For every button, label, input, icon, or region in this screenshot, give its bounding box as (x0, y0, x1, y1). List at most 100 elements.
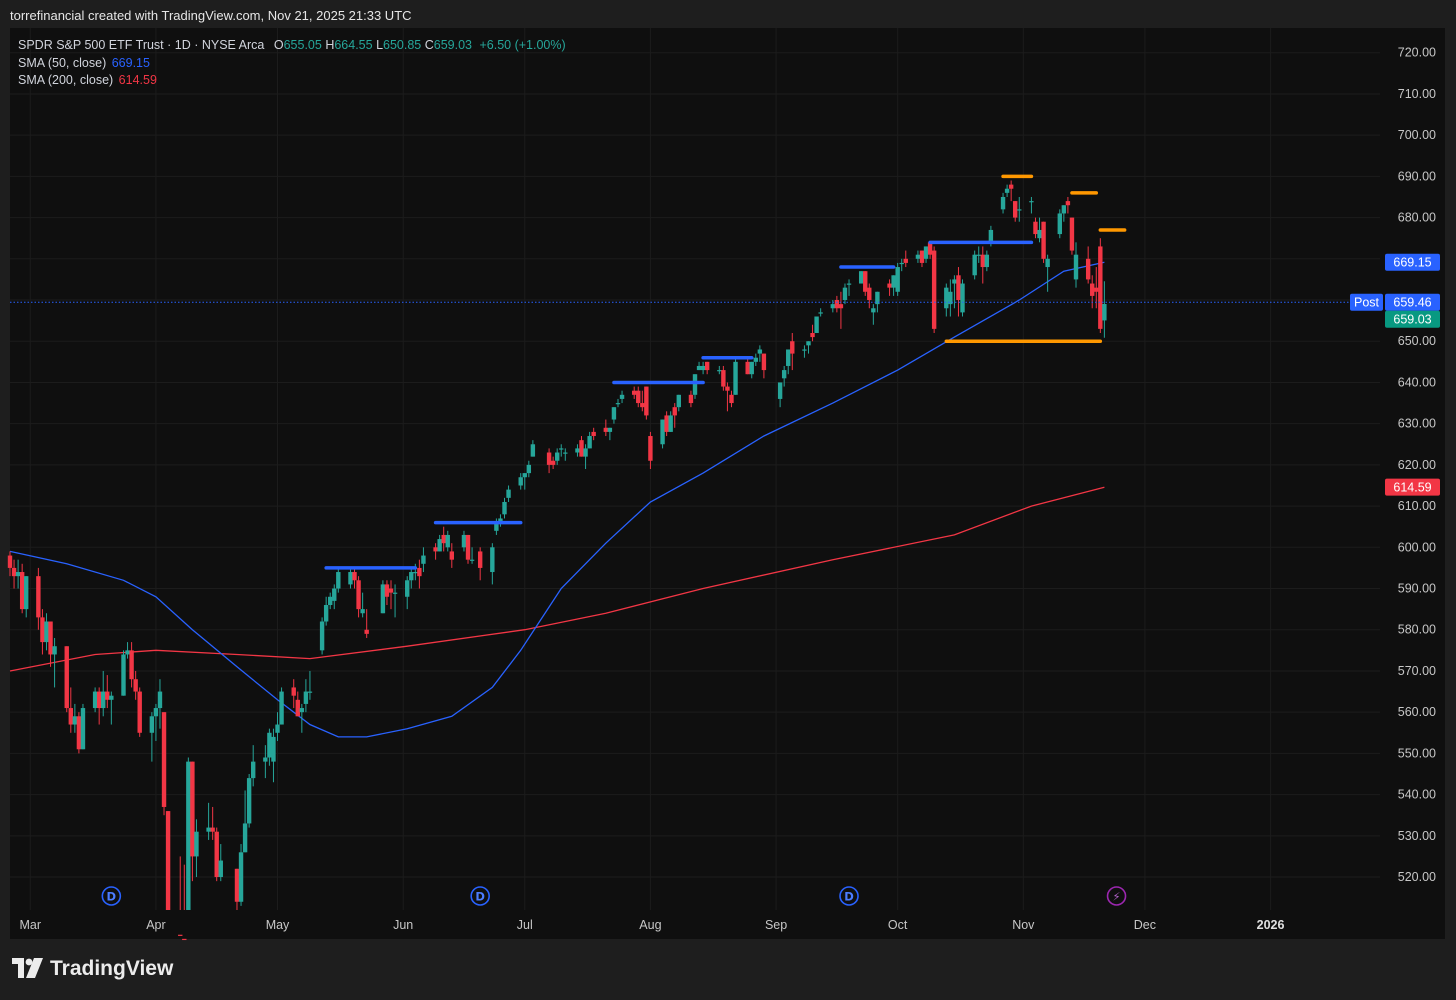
candle (19, 563, 25, 614)
candle (802, 345, 807, 358)
candle-body (121, 654, 126, 696)
legend-sma50-row[interactable]: SMA (50, close) 669.15 (18, 55, 566, 73)
candle (1102, 281, 1107, 338)
sma50-layer (9, 261, 1105, 738)
candle (80, 703, 86, 750)
candle (846, 279, 852, 296)
candle-body (291, 687, 296, 696)
candle-body (546, 452, 552, 465)
candle-body (664, 415, 669, 432)
candle-body (526, 464, 532, 474)
candle (64, 646, 69, 713)
event-label: D (844, 890, 854, 904)
price-tick-label: 620.00 (1398, 458, 1436, 472)
low-value: 650.85 (383, 38, 422, 52)
price-tags: 669.15 659.46 Post 659.03 614.59 (1350, 253, 1440, 496)
candle-body (729, 394, 734, 404)
candle (867, 283, 872, 309)
candle (757, 345, 763, 362)
price-tick-label: 610.00 (1398, 499, 1436, 513)
candle-body (781, 370, 787, 379)
event-circle (101, 886, 122, 906)
candle (40, 609, 45, 655)
dividend-event-icon[interactable]: D (470, 886, 490, 906)
sma200-value: 614.59 (118, 73, 157, 87)
candle-body (619, 394, 625, 399)
candle (445, 530, 450, 552)
time-axis: Mar Apr May Jun Jul Aug Sep Oct Nov Dec 2026 (20, 918, 1285, 932)
candle (279, 687, 284, 725)
candle (753, 353, 758, 366)
candle-body (838, 304, 844, 309)
candle-body (587, 436, 592, 449)
candle-body (559, 448, 564, 450)
candle-body (1069, 217, 1075, 251)
candle-body (575, 448, 580, 453)
candle (591, 427, 596, 441)
candle (319, 617, 325, 655)
candle (182, 864, 187, 941)
candle (554, 448, 560, 465)
candle-body (405, 580, 410, 597)
candle (348, 567, 353, 589)
candle (129, 642, 134, 688)
candle (105, 675, 110, 709)
candle (384, 580, 390, 606)
candle (818, 308, 823, 317)
candle (218, 844, 223, 882)
candle-body (461, 534, 467, 548)
event-circle (1106, 886, 1127, 906)
candle (178, 856, 183, 936)
candle-body (1094, 287, 1099, 292)
candle-body (988, 229, 994, 243)
candle-body (92, 691, 98, 709)
candle (579, 436, 584, 457)
candle (449, 543, 455, 568)
candle-body (469, 559, 475, 561)
candle (1033, 217, 1038, 239)
candle (210, 806, 215, 840)
candle-body (11, 567, 17, 577)
sma200-line (9, 486, 1105, 672)
candle (664, 411, 669, 437)
price-tick-label: 680.00 (1398, 211, 1436, 225)
legend-sma200-row[interactable]: SMA (200, close) 614.59 (18, 72, 566, 90)
candle (1069, 217, 1075, 255)
candle (477, 547, 483, 581)
price-tick-label: 580.00 (1398, 623, 1436, 637)
candle (328, 592, 333, 610)
candle (632, 386, 637, 399)
candle (1017, 196, 1022, 222)
candle (441, 526, 446, 552)
candle-body (1029, 201, 1034, 203)
candle-body (352, 572, 357, 581)
candle-body (72, 716, 78, 725)
candle (745, 357, 750, 375)
candle-body (1090, 283, 1095, 296)
open-label: O (273, 38, 284, 52)
candle-body (923, 246, 929, 259)
candle (858, 271, 864, 284)
price-axis: 520.00 530.00 540.00 550.00 560.00 570.00 580.… (1398, 46, 1436, 884)
candle (522, 473, 527, 490)
candle (721, 365, 726, 391)
event-label: D (475, 890, 485, 904)
candle (952, 275, 957, 309)
dividend-event-icon[interactable]: D (839, 886, 859, 906)
time-tick-label: 2026 (1257, 918, 1285, 932)
tradingview-logo[interactable]: TradingView (12, 957, 173, 981)
candle (948, 279, 953, 317)
candle-body (806, 341, 811, 346)
time-tick-label: Mar (20, 918, 42, 932)
candle (729, 390, 734, 408)
time-tick-label: Dec (1134, 918, 1156, 932)
candle-body (858, 271, 864, 284)
candle-body (263, 757, 268, 762)
lightning-event-icon[interactable]: ⚡ (1106, 886, 1127, 906)
dividend-event-icon[interactable]: D (101, 886, 122, 906)
candle-body (109, 695, 114, 700)
candle (619, 390, 625, 404)
legend-symbol-row[interactable]: SPDR S&P 500 ETF Trust · 1D · NYSE Arca … (18, 37, 566, 55)
candle (76, 712, 82, 754)
